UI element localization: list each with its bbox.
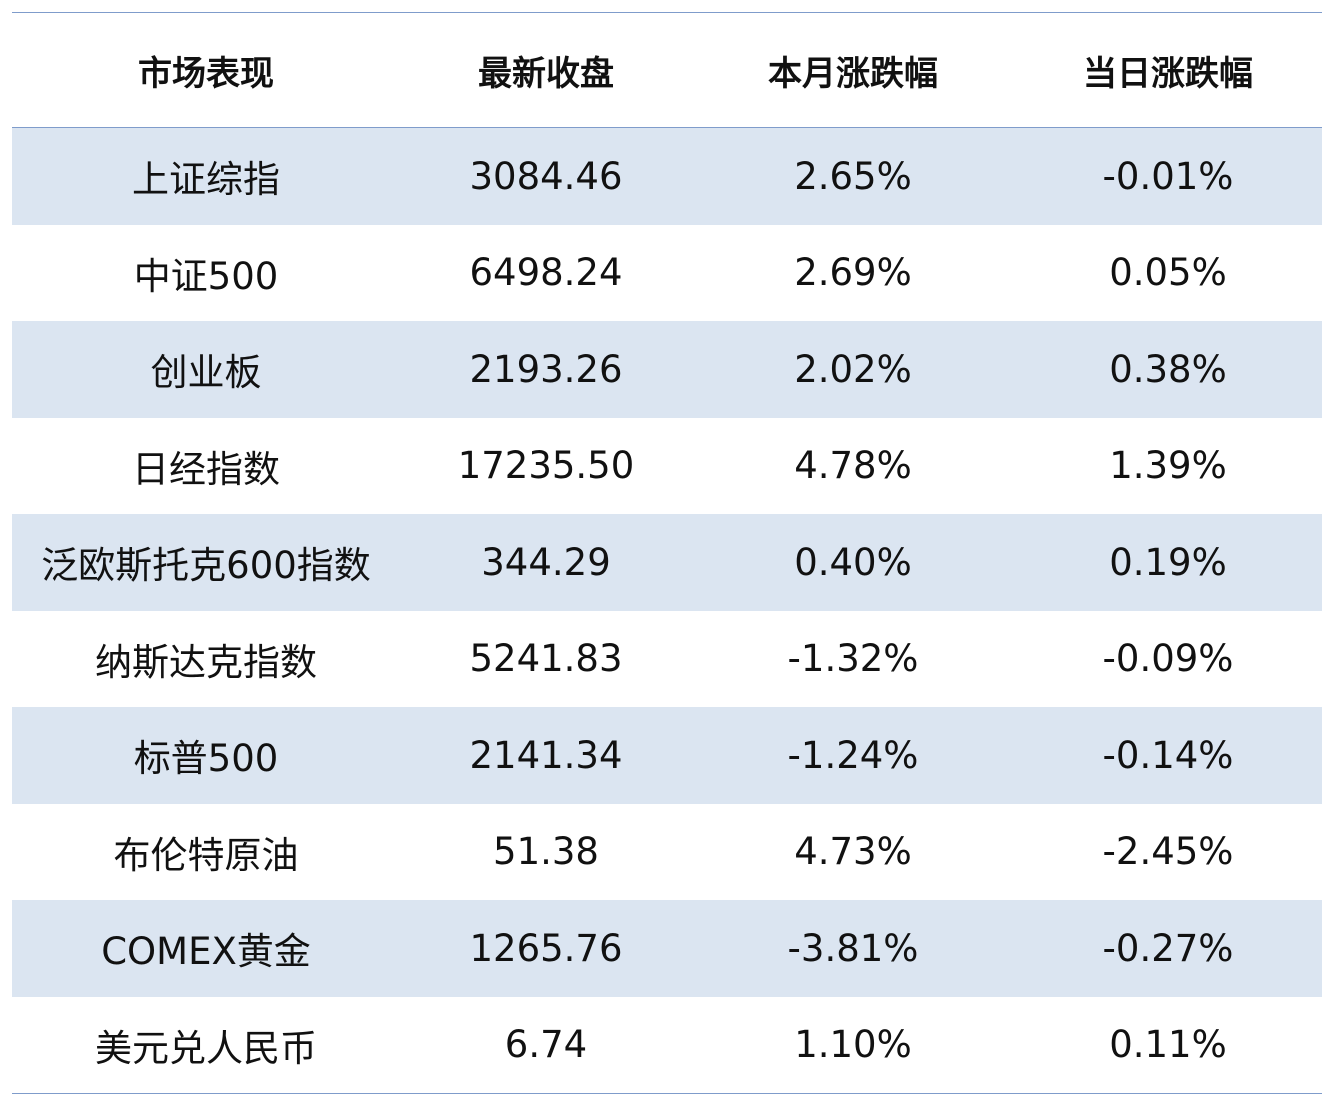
latest-close-cell: 3084.46: [400, 127, 692, 225]
table-row: 泛欧斯托克600指数 344.29 0.40% 0.19%: [12, 514, 1322, 611]
latest-close-cell: 2193.26: [400, 321, 692, 418]
header-row: 市场表现 最新收盘 本月涨跌幅 当日涨跌幅: [12, 12, 1322, 128]
market-name-cell: 美元兑人民币: [12, 996, 400, 1094]
market-name-cell: 上证综指: [12, 127, 400, 225]
table-body: 上证综指 3084.46 2.65% -0.01% 中证500 6498.24 …: [12, 127, 1322, 1094]
latest-close-cell: 344.29: [400, 514, 692, 611]
monthly-change-cell: 2.69%: [692, 224, 1014, 321]
daily-change-cell: -0.09%: [1014, 610, 1322, 707]
market-name-cell: 中证500: [12, 224, 400, 321]
table-row: 标普500 2141.34 -1.24% -0.14%: [12, 707, 1322, 804]
daily-change-cell: 0.19%: [1014, 514, 1322, 611]
daily-change-cell: 1.39%: [1014, 417, 1322, 514]
table-row: 纳斯达克指数 5241.83 -1.32% -0.09%: [12, 610, 1322, 707]
header-daily-change: 当日涨跌幅: [1014, 12, 1322, 128]
daily-change-cell: -2.45%: [1014, 803, 1322, 900]
header-market: 市场表现: [12, 12, 400, 128]
table-row: 布伦特原油 51.38 4.73% -2.45%: [12, 803, 1322, 900]
table-row: 中证500 6498.24 2.69% 0.05%: [12, 224, 1322, 321]
table-header: 市场表现 最新收盘 本月涨跌幅 当日涨跌幅: [12, 12, 1322, 128]
daily-change-cell: -0.14%: [1014, 707, 1322, 804]
daily-change-cell: 0.11%: [1014, 996, 1322, 1094]
latest-close-cell: 5241.83: [400, 610, 692, 707]
table-row: 日经指数 17235.50 4.78% 1.39%: [12, 417, 1322, 514]
market-performance-table-container: 市场表现 最新收盘 本月涨跌幅 当日涨跌幅 上证综指 3084.46 2.65%…: [12, 12, 1322, 1094]
monthly-change-cell: 2.02%: [692, 321, 1014, 418]
header-latest-close: 最新收盘: [400, 12, 692, 128]
daily-change-cell: 0.05%: [1014, 224, 1322, 321]
daily-change-cell: -0.01%: [1014, 127, 1322, 225]
monthly-change-cell: 1.10%: [692, 996, 1014, 1094]
market-name-cell: COMEX黄金: [12, 900, 400, 997]
table-row: 创业板 2193.26 2.02% 0.38%: [12, 321, 1322, 418]
monthly-change-cell: -3.81%: [692, 900, 1014, 997]
header-monthly-change: 本月涨跌幅: [692, 12, 1014, 128]
latest-close-cell: 1265.76: [400, 900, 692, 997]
market-name-cell: 创业板: [12, 321, 400, 418]
table-row: 上证综指 3084.46 2.65% -0.01%: [12, 127, 1322, 225]
latest-close-cell: 6498.24: [400, 224, 692, 321]
latest-close-cell: 2141.34: [400, 707, 692, 804]
monthly-change-cell: -1.24%: [692, 707, 1014, 804]
market-name-cell: 纳斯达克指数: [12, 610, 400, 707]
latest-close-cell: 51.38: [400, 803, 692, 900]
table-row: COMEX黄金 1265.76 -3.81% -0.27%: [12, 900, 1322, 997]
monthly-change-cell: 0.40%: [692, 514, 1014, 611]
monthly-change-cell: 4.73%: [692, 803, 1014, 900]
market-name-cell: 泛欧斯托克600指数: [12, 514, 400, 611]
market-name-cell: 标普500: [12, 707, 400, 804]
monthly-change-cell: 2.65%: [692, 127, 1014, 225]
market-name-cell: 日经指数: [12, 417, 400, 514]
market-performance-table: 市场表现 最新收盘 本月涨跌幅 当日涨跌幅 上证综指 3084.46 2.65%…: [12, 12, 1322, 1094]
daily-change-cell: 0.38%: [1014, 321, 1322, 418]
daily-change-cell: -0.27%: [1014, 900, 1322, 997]
monthly-change-cell: 4.78%: [692, 417, 1014, 514]
latest-close-cell: 6.74: [400, 996, 692, 1094]
latest-close-cell: 17235.50: [400, 417, 692, 514]
market-name-cell: 布伦特原油: [12, 803, 400, 900]
table-row: 美元兑人民币 6.74 1.10% 0.11%: [12, 996, 1322, 1094]
monthly-change-cell: -1.32%: [692, 610, 1014, 707]
